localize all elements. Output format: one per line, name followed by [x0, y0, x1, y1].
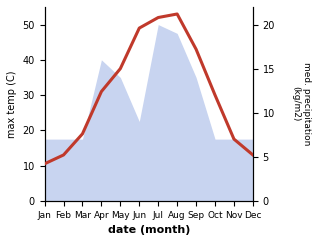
- Y-axis label: med. precipitation
(kg/m2): med. precipitation (kg/m2): [292, 62, 311, 145]
- Y-axis label: max temp (C): max temp (C): [7, 70, 17, 138]
- X-axis label: date (month): date (month): [107, 225, 190, 235]
